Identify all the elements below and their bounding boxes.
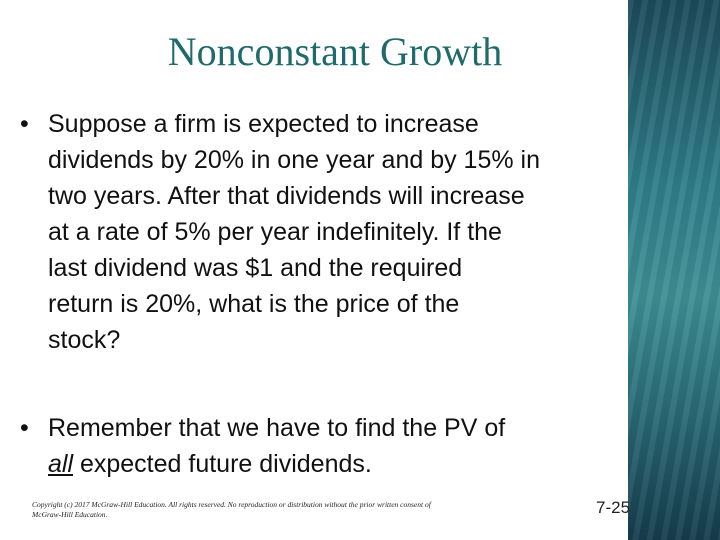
copyright-line: McGraw-Hill Education.	[32, 510, 108, 519]
bullet-line: return is 20%, what is the price of the	[48, 290, 460, 318]
slide-title: Nonconstant Growth	[167, 29, 503, 74]
bullet-line: at a rate of 5% per year indefinitely. I…	[48, 218, 502, 246]
bullet-line: all expected future dividends.	[20, 446, 620, 482]
copyright-line: Copyright (c) 2017 McGraw-Hill Education…	[32, 500, 431, 509]
bullet-dot: •	[20, 414, 29, 442]
bullet: • Remember that we have to find the PV o…	[20, 410, 620, 482]
bullet-text: expected future dividends.	[79, 450, 372, 478]
bullet-line: dividends by 20% in one year and by 15% …	[48, 146, 540, 174]
emphasis: all	[48, 450, 74, 478]
copyright: Copyright (c) 2017 McGraw-Hill Education…	[32, 500, 431, 520]
bullet-line: Suppose a firm is expected to increase	[48, 110, 479, 138]
bullet-line: stock?	[48, 326, 121, 354]
bullet: • Suppose a firm is expected to increase…	[20, 106, 620, 358]
slide-number: 7-25	[596, 498, 631, 517]
bullet-dot: •	[20, 110, 29, 138]
bullet-line: last dividend was $1 and the required	[48, 254, 463, 282]
bullet-line: Remember that we have to find the PV of	[48, 414, 506, 442]
bullet-line: two years. After that dividends will inc…	[48, 182, 525, 210]
decor-panel	[628, 0, 720, 540]
